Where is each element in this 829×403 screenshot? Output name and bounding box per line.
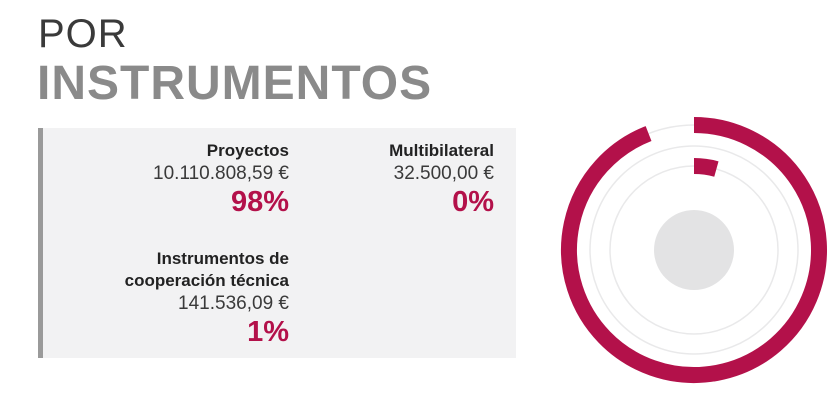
item-multibilateral: Multibilateral 32.500,00 € 0% [389, 140, 494, 218]
title-instrumentos: INSTRUMENTOS [37, 57, 433, 110]
item-amount: 32.500,00 € [393, 163, 494, 184]
radial-bar-chart [561, 117, 827, 383]
ring-bar-2 [693, 158, 719, 177]
item-proyectos: Proyectos 10.110.808,59 € 98% [153, 140, 289, 218]
title-por: POR [38, 12, 128, 56]
ring-bar-0 [561, 117, 827, 383]
legend-panel: Proyectos 10.110.808,59 € 98% Multibilat… [38, 128, 516, 358]
item-percent: 98% [230, 186, 289, 218]
item-label-line2: cooperación técnica [124, 271, 289, 290]
ring-track-1 [589, 145, 799, 355]
item-instrumentos-cooperacion: Instrumentos de cooperación técnica 141.… [125, 248, 289, 348]
item-label: Proyectos [206, 141, 289, 160]
item-amount: 141.536,09 € [178, 293, 289, 314]
item-percent: 0% [452, 186, 494, 218]
item-amount: 10.110.808,59 € [153, 163, 289, 184]
center-disc [654, 210, 734, 290]
item-percent: 1% [247, 316, 289, 348]
item-label-line1: Instrumentos de [156, 249, 289, 268]
item-label: Multibilateral [389, 141, 494, 160]
